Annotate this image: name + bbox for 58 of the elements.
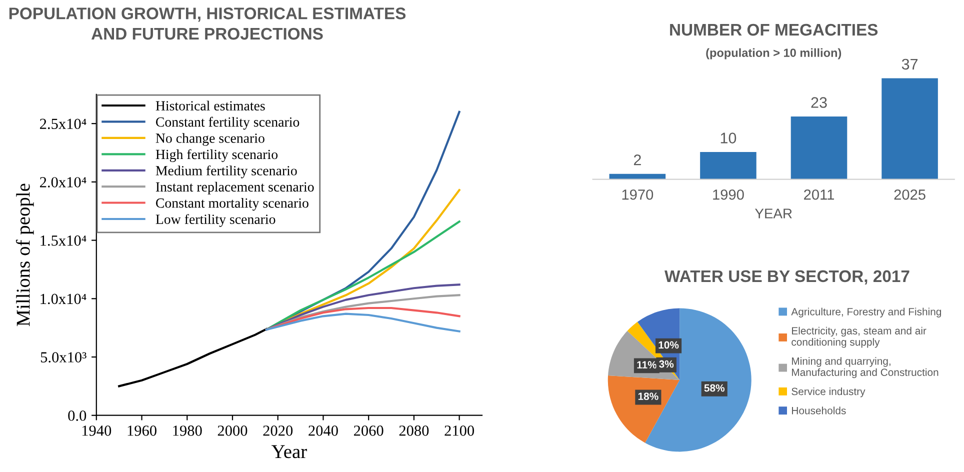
bar (609, 174, 666, 180)
line-series (265, 284, 460, 331)
legend-label: Households (792, 406, 846, 414)
x-tick-label: 1970 (622, 189, 654, 200)
x-tick-label: 2025 (894, 189, 926, 200)
legend-label: No change scenario (156, 133, 264, 146)
x-tick-label: 1940 (82, 426, 112, 436)
y-tick-label: 0.0 (68, 410, 86, 421)
x-tick-label: 2100 (444, 426, 474, 436)
pie-slice (608, 375, 680, 443)
legend-label: Service industry (792, 388, 866, 398)
x-tick-label: 2060 (354, 426, 384, 436)
x-axis-title: Year (272, 445, 307, 458)
data-label: 18% (638, 392, 658, 400)
line-series (265, 312, 460, 332)
data-label: 58% (704, 384, 725, 392)
legend-label: High fertility scenario (156, 149, 278, 162)
line-series (118, 328, 268, 388)
data-label: 10% (658, 341, 679, 349)
x-tick-label: 2011 (804, 189, 834, 200)
data-label: 10 (720, 132, 736, 144)
bar (700, 152, 756, 180)
data-label: 11% (637, 361, 657, 368)
data-label: 37 (902, 58, 918, 70)
chart-subtitle: (population > 10 million) (706, 48, 842, 60)
legend-label: Constant mortality scenario (156, 198, 308, 211)
y-tick-label: 2.5x10⁴ (40, 118, 86, 130)
data-label: 2 (634, 154, 641, 166)
legend-label: Low fertility scenario (156, 214, 276, 227)
y-tick-label: 1.0x10⁴ (40, 294, 86, 304)
legend-label: Medium fertility scenario (156, 165, 297, 178)
legend-label: Agriculture, Forestry and Fishing (791, 308, 942, 318)
legend-label: Instant replacement scenario (156, 182, 314, 194)
x-axis-title: YEAR (755, 208, 792, 218)
data-label: 23 (811, 97, 827, 108)
legend-label: Mining and quarrying, Manufacturing and Construction (792, 357, 938, 378)
legend-label: Historical estimates (156, 100, 265, 111)
y-tick-label: 2.0x10⁴ (40, 177, 86, 188)
y-tick-label: 5.0x10³ (40, 352, 86, 363)
x-tick-label: 2080 (399, 426, 429, 436)
x-tick-label: 1960 (128, 426, 156, 436)
y-axis-title: Millions of people (16, 184, 34, 326)
x-tick-label: 1980 (173, 426, 202, 436)
chart-title: WATER USE BY SECTOR, 2017 (664, 270, 910, 285)
y-tick-label: 1.5x10⁴ (40, 235, 86, 246)
legend-label: Constant fertility scenario (156, 116, 300, 130)
x-tick-label: 1990 (713, 189, 744, 200)
chart-title: NUMBER OF MEGACITIES (670, 24, 878, 36)
data-label: 3% (659, 360, 674, 368)
line-series (265, 294, 460, 331)
legend-label: Electricity, gas, steam and air conditioning supply (792, 326, 926, 348)
bar (882, 78, 938, 180)
x-tick-label: 2040 (308, 426, 338, 436)
bar (790, 116, 848, 180)
line-series (265, 306, 460, 331)
x-tick-label: 2000 (218, 426, 248, 436)
x-tick-label: 2020 (263, 426, 293, 436)
chart-title: POPULATION GROWTH, HISTORICAL ESTIMATES AND FUTURE PROJECTIONS (9, 8, 406, 40)
